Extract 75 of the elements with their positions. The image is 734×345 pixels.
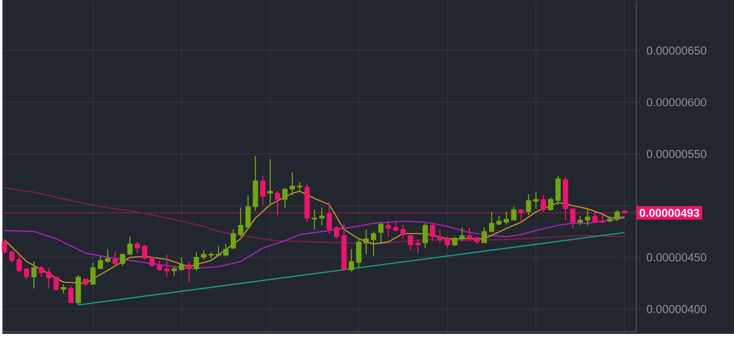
candlestick [614, 209, 620, 222]
candlestick [334, 226, 340, 240]
candlestick [194, 252, 199, 272]
candlestick [378, 222, 384, 244]
candlestick [282, 188, 288, 208]
candlestick [459, 226, 465, 242]
candlestick [290, 172, 295, 196]
line-series [4, 188, 626, 245]
candlestick [216, 245, 222, 257]
candlestick [496, 216, 502, 226]
candlestick [444, 236, 450, 249]
candlestick [16, 254, 22, 272]
candlestick [164, 254, 170, 278]
candlestick [452, 236, 458, 247]
y-tick-label: 0.00000400 [646, 305, 706, 314]
candlestick [9, 250, 14, 264]
candlestick [127, 236, 133, 256]
y-tick-label: 0.00000650 [646, 46, 706, 55]
candlestick [230, 228, 236, 250]
candlestick [422, 222, 428, 249]
candlestick [2, 238, 8, 254]
candlestick [238, 207, 244, 238]
candlestick [555, 175, 561, 206]
candlestick [297, 181, 302, 192]
candlestick [348, 248, 354, 272]
candlestick [466, 226, 472, 242]
candlestick [533, 192, 539, 210]
candlestick [186, 260, 192, 283]
candlestick [46, 267, 52, 289]
candlestick [172, 266, 177, 277]
candlestick [489, 211, 494, 234]
candlestick [584, 208, 590, 226]
candlestick [149, 256, 155, 268]
candlestick [90, 262, 96, 285]
candlestick [260, 175, 266, 206]
y-tick-label: 0.00000600 [646, 98, 706, 106]
candlestick [156, 260, 162, 272]
candlestick [201, 250, 206, 260]
candlestick [356, 238, 362, 268]
candlestick [370, 231, 376, 257]
candlestick [312, 209, 318, 230]
candlestick [364, 228, 369, 255]
candlestick [142, 244, 148, 260]
candlestick [38, 265, 44, 278]
ref-line-label: 0.00000493 [640, 208, 700, 217]
candlestick [245, 194, 251, 230]
candlestick [430, 222, 436, 242]
candlestick [504, 211, 510, 225]
candlestick [31, 260, 37, 289]
candlestick [112, 250, 118, 266]
candlestick [400, 224, 406, 240]
y-tick-label: 0.00000550 [646, 150, 706, 158]
candlestick [68, 286, 74, 304]
candlestick [268, 158, 273, 206]
candlestick [386, 220, 391, 238]
candlestick [437, 228, 443, 244]
candlestick [408, 234, 414, 251]
candlestick [393, 222, 398, 232]
candlestick [134, 241, 140, 254]
candlestick [511, 206, 516, 221]
candlestick [578, 216, 583, 226]
candlestick [53, 276, 59, 292]
candlestick [105, 248, 110, 264]
candlestick [482, 226, 487, 244]
candlestick [60, 284, 66, 294]
candlestick [415, 238, 420, 254]
candlestick [526, 194, 532, 216]
y-tick-label: 0.00000450 [646, 253, 706, 262]
candlestick [120, 254, 126, 266]
candlestick [98, 256, 104, 270]
candlestick [24, 268, 30, 280]
candlestick [223, 243, 229, 257]
candlestick [548, 196, 554, 212]
candlestick [319, 207, 324, 226]
candlestick [178, 256, 184, 272]
